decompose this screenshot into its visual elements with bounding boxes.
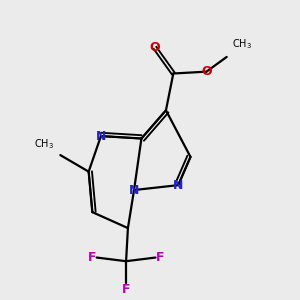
Text: F: F [155, 251, 164, 264]
Text: O: O [150, 41, 160, 54]
Text: N: N [129, 184, 139, 196]
Text: CH$_3$: CH$_3$ [34, 138, 54, 152]
Text: F: F [122, 283, 130, 296]
Text: N: N [96, 130, 106, 142]
Text: O: O [201, 65, 212, 78]
Text: CH$_3$: CH$_3$ [232, 38, 252, 51]
Text: F: F [88, 251, 97, 264]
Text: N: N [173, 178, 183, 192]
